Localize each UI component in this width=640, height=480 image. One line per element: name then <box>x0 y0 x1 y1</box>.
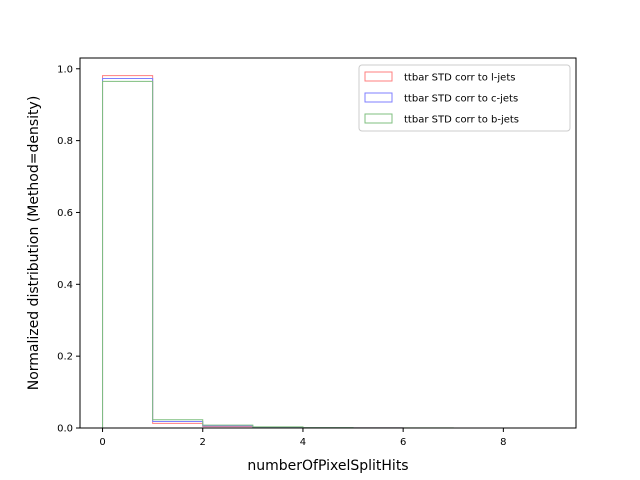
legend-label: ttbar STD corr to c-jets <box>404 94 518 105</box>
x-axis-title: numberOfPixelSplitHits <box>247 458 408 474</box>
y-tick-label: 0.0 <box>57 424 73 435</box>
y-tick-label: 0.4 <box>57 280 73 291</box>
x-tick-label: 8 <box>500 437 506 448</box>
y-tick-label: 1.0 <box>57 64 73 75</box>
y-axis-ticks: 0.0 0.2 0.4 0.6 0.8 1.0 <box>57 64 80 435</box>
legend-label: ttbar STD corr to b-jets <box>404 115 519 126</box>
y-axis-title: Normalized distribution (Method=density) <box>26 96 42 391</box>
legend-swatch <box>364 113 393 124</box>
x-tick-label: 6 <box>400 437 406 448</box>
legend-label: ttbar STD corr to l-jets <box>404 73 515 84</box>
legend-swatch <box>364 92 393 103</box>
x-tick-label: 4 <box>300 437 306 448</box>
plot-frame <box>79 57 577 429</box>
legend-frame <box>358 64 571 132</box>
histogram-series-3 <box>102 80 554 429</box>
y-tick-label: 0.8 <box>57 136 73 147</box>
legend: ttbar STD corr to l-jets ttbar STD corr t… <box>358 64 571 132</box>
x-tick-label: 0 <box>99 437 105 448</box>
x-axis-ticks: 0 2 4 6 8 <box>99 428 507 448</box>
x-tick-label: 2 <box>200 437 206 448</box>
y-tick-label: 0.6 <box>57 208 73 219</box>
legend-swatch <box>364 71 393 82</box>
y-tick-label: 0.2 <box>57 352 73 363</box>
